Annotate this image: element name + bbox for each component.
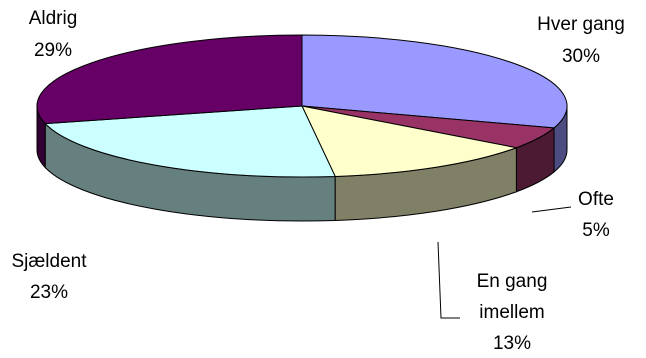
slice-label-aldrig: Aldrig — [29, 8, 78, 29]
slice-label-sjaeldent: Sjældent — [12, 251, 88, 272]
slice-percent-sjaeldent: 23% — [30, 282, 68, 303]
slice-percent-ofte: 5% — [582, 220, 610, 241]
slice-label-en-gang-imellem-line1: En gang — [477, 271, 548, 292]
pie-depth-layer — [36, 105, 568, 222]
slice-sjaeldent — [44, 105, 336, 178]
slice-label-ofte: Ofte — [578, 189, 614, 210]
slice-percent-hver-gang: 30% — [562, 46, 600, 67]
slice-hver-gang — [301, 34, 568, 129]
leader-line-ofte — [531, 206, 572, 213]
slice-label-hver-gang: Hver gang — [537, 14, 625, 35]
slice-percent-en-gang-imellem: 13% — [493, 333, 531, 354]
leader-line-en-gang-imellem — [437, 241, 460, 319]
slice-percent-aldrig: 29% — [34, 40, 72, 61]
pie-top-layer — [36, 34, 568, 178]
leader-lines — [437, 206, 572, 319]
slice-en-gang-imellem — [301, 105, 519, 177]
slice-label-en-gang-imellem-line2: imellem — [479, 302, 544, 323]
slice-aldrig — [36, 34, 303, 125]
